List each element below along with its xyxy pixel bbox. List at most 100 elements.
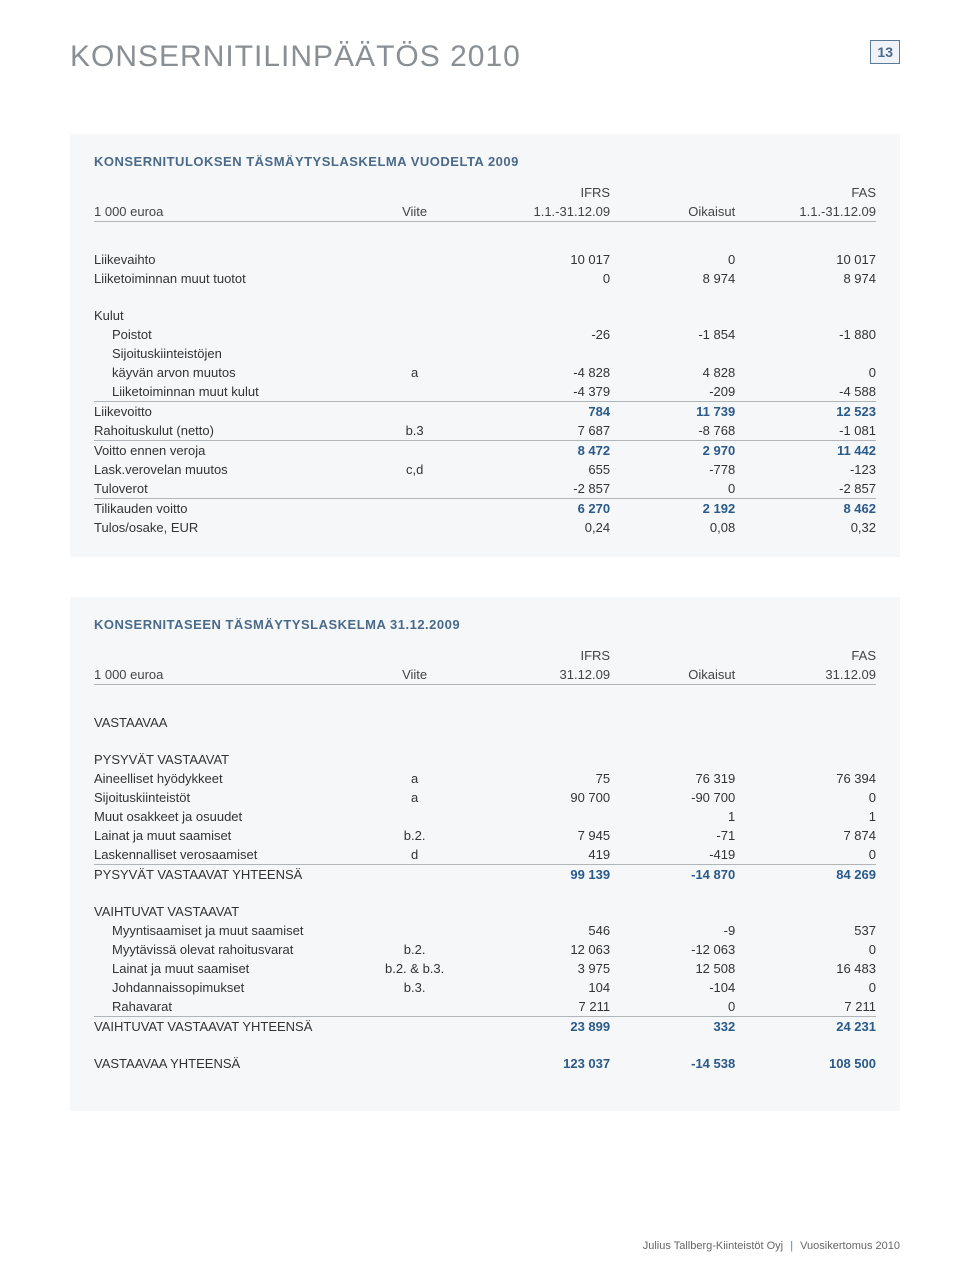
row-c3: 12 523 <box>735 402 876 422</box>
table2-block: KONSERNITASEEN TÄSMÄYTYSLASKELMA 31.12.2… <box>70 597 900 1111</box>
table-row: Lainat ja muut saamisetb.2. & b.3.3 9751… <box>94 959 876 978</box>
row-c3: 537 <box>735 921 876 940</box>
page: KONSERNITILINPÄÄTÖS 2010 13 KONSERNITULO… <box>0 0 960 1282</box>
table2-sec2-total-c1: 23 899 <box>469 1017 610 1037</box>
row-viite: a <box>360 788 469 807</box>
row-viite: b.2. <box>360 826 469 845</box>
page-number: 13 <box>870 40 900 64</box>
row-c3: 0 <box>735 978 876 997</box>
table1-super-ifrs: IFRS <box>469 183 610 202</box>
row-c2: -8 768 <box>610 421 735 441</box>
row-label: Lainat ja muut saamiset <box>94 959 360 978</box>
row-label: Myytävissä olevat rahoitusvarat <box>94 940 360 959</box>
table2-h-c1: 31.12.09 <box>469 665 610 685</box>
table-row: Laskennalliset verosaamisetd419-4190 <box>94 845 876 865</box>
table2-sec1-total-c2: -14 870 <box>610 865 735 885</box>
footer-doc: Vuosikertomus 2010 <box>800 1240 900 1252</box>
table2-grand-c2: -14 538 <box>610 1054 735 1073</box>
table-row: Johdannaissopimuksetb.3.104-1040 <box>94 978 876 997</box>
table-row: Voitto ennen veroja8 4722 97011 442 <box>94 441 876 461</box>
table-row: Myyntisaamiset ja muut saamiset546-9537 <box>94 921 876 940</box>
table-row: Sijoituskiinteistöta90 700-90 7000 <box>94 788 876 807</box>
table-row: Rahoituskulut (netto)b.37 687-8 768-1 08… <box>94 421 876 441</box>
row-viite: b.2. <box>360 940 469 959</box>
row-label: Muut osakkeet ja osuudet <box>94 807 360 826</box>
row-c1: 3 975 <box>469 959 610 978</box>
row-viite: b.2. & b.3. <box>360 959 469 978</box>
row-label: Myyntisaamiset ja muut saamiset <box>94 921 360 940</box>
row-c1: 10 017 <box>469 250 610 269</box>
row-viite <box>360 441 469 461</box>
table-row: Sijoituskiinteistöjen <box>94 344 876 363</box>
row-c3: 7 211 <box>735 997 876 1017</box>
row-c3: 16 483 <box>735 959 876 978</box>
table-row: Tilikauden voitto6 2702 1928 462 <box>94 499 876 519</box>
row-label: Sijoituskiinteistöjen <box>94 344 360 363</box>
row-c3: 8 974 <box>735 269 876 288</box>
row-viite <box>360 382 469 402</box>
row-c1: 7 945 <box>469 826 610 845</box>
row-label: Tuloverot <box>94 479 360 499</box>
row-c3: 0,32 <box>735 518 876 537</box>
row-c2: -1 854 <box>610 325 735 344</box>
row-label: Sijoituskiinteistöt <box>94 788 360 807</box>
table2-super-fas: FAS <box>735 646 876 665</box>
row-label: käyvän arvon muutos <box>94 363 360 382</box>
row-c2: 0 <box>610 250 735 269</box>
row-viite <box>360 269 469 288</box>
row-c1: -4 828 <box>469 363 610 382</box>
table-row: Muut osakkeet ja osuudet11 <box>94 807 876 826</box>
row-c1: 7 687 <box>469 421 610 441</box>
row-viite: b.3. <box>360 978 469 997</box>
footer-separator-icon: | <box>786 1240 797 1252</box>
table-row: Lask.verovelan muutosc,d655-778-123 <box>94 460 876 479</box>
page-footer: Julius Tallberg-Kiinteistöt Oyj | Vuosik… <box>643 1240 900 1252</box>
table1-h-c3: 1.1.-31.12.09 <box>735 202 876 222</box>
row-c3: 8 462 <box>735 499 876 519</box>
row-c3: 11 442 <box>735 441 876 461</box>
row-c1: -26 <box>469 325 610 344</box>
row-viite: c,d <box>360 460 469 479</box>
row-viite <box>360 344 469 363</box>
table2-sec1-total-label: PYSYVÄT VASTAAVAT YHTEENSÄ <box>94 865 360 885</box>
row-c2: 0 <box>610 479 735 499</box>
row-label: Rahoituskulut (netto) <box>94 421 360 441</box>
row-viite <box>360 921 469 940</box>
table-row: Poistot-26-1 854-1 880 <box>94 325 876 344</box>
table1-kulut-label: Kulut <box>94 306 360 325</box>
row-c3 <box>735 344 876 363</box>
table2-sec1-total-c1: 99 139 <box>469 865 610 885</box>
table2-grand-c1: 123 037 <box>469 1054 610 1073</box>
table1-block: KONSERNITULOKSEN TÄSMÄYTYSLASKELMA VUODE… <box>70 134 900 557</box>
row-label: Lask.verovelan muutos <box>94 460 360 479</box>
page-header: KONSERNITILINPÄÄTÖS 2010 13 <box>70 40 900 74</box>
table2-super-ifrs: IFRS <box>469 646 610 665</box>
table2-grand-c3: 108 500 <box>735 1054 876 1073</box>
table1-h-c2: Oikaisut <box>610 202 735 222</box>
row-c2: 12 508 <box>610 959 735 978</box>
row-c3: 0 <box>735 788 876 807</box>
table-row: Lainat ja muut saamisetb.2.7 945-717 874 <box>94 826 876 845</box>
row-c3: -1 880 <box>735 325 876 344</box>
table-row: Tulos/osake, EUR0,240,080,32 <box>94 518 876 537</box>
row-c2: -104 <box>610 978 735 997</box>
row-viite <box>360 325 469 344</box>
table2-sec1-total-c3: 84 269 <box>735 865 876 885</box>
table2-title: KONSERNITASEEN TÄSMÄYTYSLASKELMA 31.12.2… <box>94 617 876 632</box>
row-c2 <box>610 344 735 363</box>
row-label: Liikevoitto <box>94 402 360 422</box>
table-row: Liiketoiminnan muut kulut-4 379-209-4 58… <box>94 382 876 402</box>
row-c3: -1 081 <box>735 421 876 441</box>
row-viite <box>360 402 469 422</box>
row-c2: -90 700 <box>610 788 735 807</box>
row-c1: -2 857 <box>469 479 610 499</box>
table2-h-c3: 31.12.09 <box>735 665 876 685</box>
row-viite <box>360 807 469 826</box>
row-c2: 0 <box>610 997 735 1017</box>
table1-super-fas: FAS <box>735 183 876 202</box>
row-c3: 0 <box>735 363 876 382</box>
row-c1: 12 063 <box>469 940 610 959</box>
table2-grand-label: VASTAAVAA YHTEENSÄ <box>94 1054 360 1073</box>
row-c3: -2 857 <box>735 479 876 499</box>
table1: IFRS FAS 1 000 euroa Viite 1.1.-31.12.09… <box>94 183 876 537</box>
